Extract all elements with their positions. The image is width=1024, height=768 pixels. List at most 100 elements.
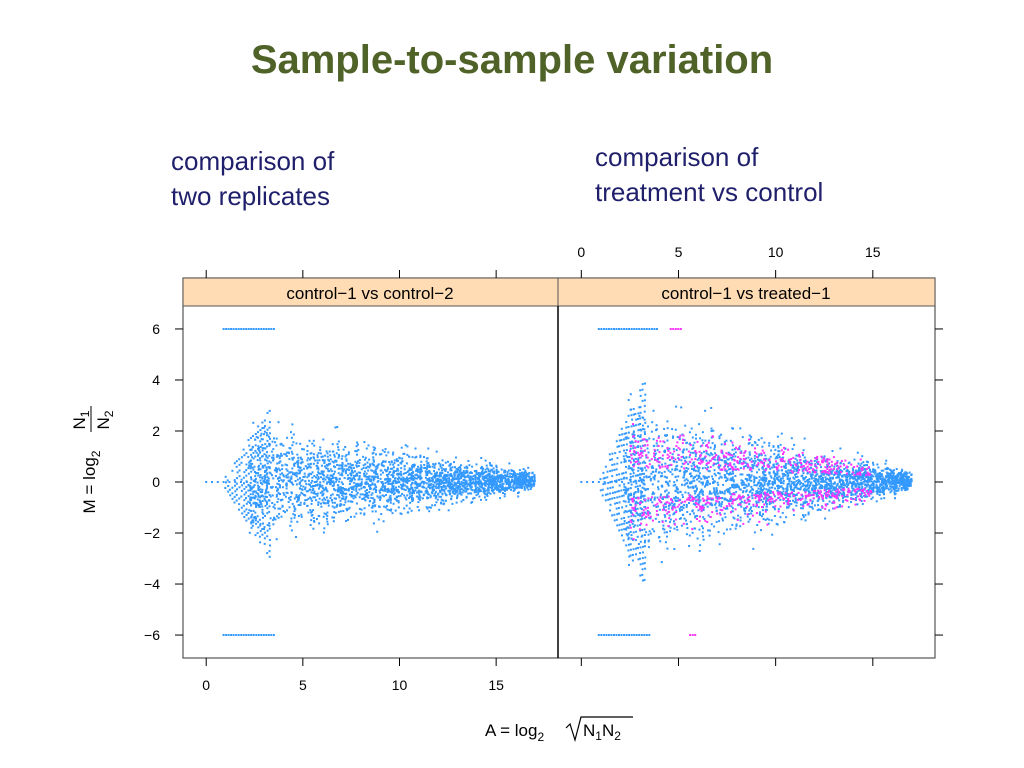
data-point [460,475,463,478]
data-point [442,464,444,467]
data-point [263,481,266,484]
data-point [434,472,437,475]
data-point [319,449,322,452]
data-point [851,473,854,476]
saturated-point [257,634,260,636]
data-point [261,488,264,491]
data-point [316,478,319,481]
data-point [459,470,462,473]
data-point [472,480,475,483]
data-point [639,406,642,409]
data-point [632,460,635,463]
data-point [639,417,642,420]
data-point [454,466,456,469]
data-point [419,482,422,485]
data-point [417,489,420,492]
data-point [277,454,280,457]
data-point [641,399,644,402]
data-point [666,495,668,498]
data-point [611,491,614,494]
data-point [372,479,375,482]
data-point [794,484,797,487]
data-point [240,478,243,481]
data-point [846,485,848,488]
data-point [496,480,499,482]
data-point [374,484,377,487]
data-point [843,494,846,497]
data-point [251,519,254,522]
data-point [693,441,696,444]
data-point [343,503,346,506]
data-point [528,475,530,478]
data-point [452,492,455,495]
data-point [441,476,444,479]
data-point [371,482,374,485]
data-point [408,468,411,471]
data-point [252,421,255,424]
data-point [659,475,662,478]
data-point [260,503,263,506]
data-point [323,488,326,491]
data-point [474,482,477,485]
saturated-point [237,328,240,330]
data-point [276,455,279,458]
data-point [382,520,385,523]
data-point [358,459,361,461]
data-point [626,534,629,537]
data-point [309,466,312,469]
data-point [692,447,695,450]
data-point [618,523,621,526]
data-point [839,472,842,475]
data-point [350,474,353,477]
data-point [745,485,748,488]
data-point [355,486,358,489]
data-point [248,444,251,447]
data-point [326,511,329,514]
data-point [392,451,395,454]
data-point [632,514,635,517]
data-point [641,573,644,576]
data-point [715,491,718,494]
data-point [699,445,702,448]
data-point [396,496,398,499]
data-point [627,532,630,535]
data-point [692,451,694,454]
data-point [454,490,457,493]
data-point [429,483,432,486]
data-point [643,431,646,434]
data-point [802,478,805,481]
data-point [771,480,774,483]
data-point [456,475,459,478]
data-point [469,478,471,481]
data-point [488,476,491,479]
data-point [611,469,614,472]
data-point [424,476,427,479]
data-point [816,473,819,476]
data-point [641,579,644,582]
data-point [403,488,405,491]
data-point [661,457,664,460]
data-point [351,494,354,497]
data-point [312,517,315,519]
data-point [639,574,642,577]
data-point [908,471,911,474]
data-point [674,476,677,479]
saturated-point [272,328,275,330]
data-point [510,486,513,489]
data-point [853,476,856,478]
data-point [615,473,618,476]
data-point [391,483,394,486]
data-point [268,444,271,447]
data-point [419,467,422,469]
data-point [644,567,647,570]
data-point [808,461,810,464]
data-point [707,475,710,478]
data-point [630,494,633,497]
data-point [238,503,241,506]
data-point [363,486,366,489]
data-point [275,467,277,470]
data-point [282,510,285,512]
data-point [753,531,756,534]
data-point [377,479,380,482]
data-point [250,470,253,473]
